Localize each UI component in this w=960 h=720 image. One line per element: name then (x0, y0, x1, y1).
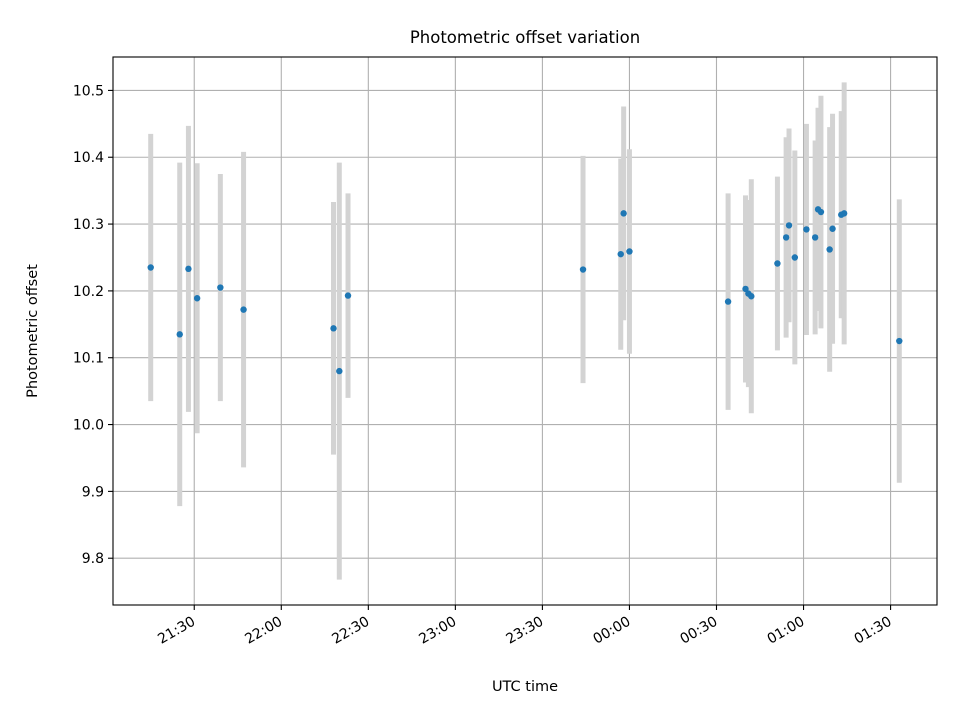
chart-title: Photometric offset variation (410, 28, 640, 47)
y-tick-label: 9.8 (82, 551, 104, 567)
data-point (336, 367, 343, 375)
y-axis-label: Photometric offset (25, 264, 41, 398)
y-tick-label: 10.2 (73, 284, 104, 300)
data-point (774, 260, 781, 267)
plot-frame (112, 56, 938, 606)
y-tick-label: 10.4 (73, 150, 104, 166)
data-point (193, 295, 201, 302)
y-axis-ticks: 9.8 9.9 10.0 10.1 10.2 10.3 10.4 10.5 (73, 83, 113, 567)
data-point (620, 210, 627, 217)
data-point (344, 292, 352, 299)
y-tick-label: 10.3 (73, 217, 104, 233)
data-point (785, 222, 793, 229)
data-point (742, 285, 749, 293)
data-point (185, 265, 192, 273)
y-tick-label: 10.5 (73, 83, 104, 99)
data-point (330, 325, 337, 332)
data-point (826, 246, 833, 253)
data-point (829, 225, 836, 232)
data-point (579, 266, 587, 273)
data-points (147, 206, 903, 375)
y-tick-label: 10.1 (73, 351, 104, 367)
data-point (840, 210, 848, 217)
data-point (240, 306, 247, 313)
data-point (626, 248, 633, 255)
data-point (896, 337, 903, 345)
grid (113, 57, 937, 605)
data-point (803, 226, 810, 233)
x-axis-label: UTC time (492, 679, 558, 695)
data-point (147, 264, 154, 271)
data-point (748, 293, 755, 300)
data-point (617, 250, 624, 258)
data-point (811, 234, 819, 241)
y-tick-label: 9.9 (82, 484, 104, 500)
data-point (817, 208, 825, 216)
data-point (791, 254, 799, 261)
data-point (782, 234, 790, 241)
y-tick-label: 10.0 (73, 418, 104, 434)
data-point (176, 331, 183, 338)
data-point (217, 284, 224, 291)
data-point (724, 298, 732, 305)
